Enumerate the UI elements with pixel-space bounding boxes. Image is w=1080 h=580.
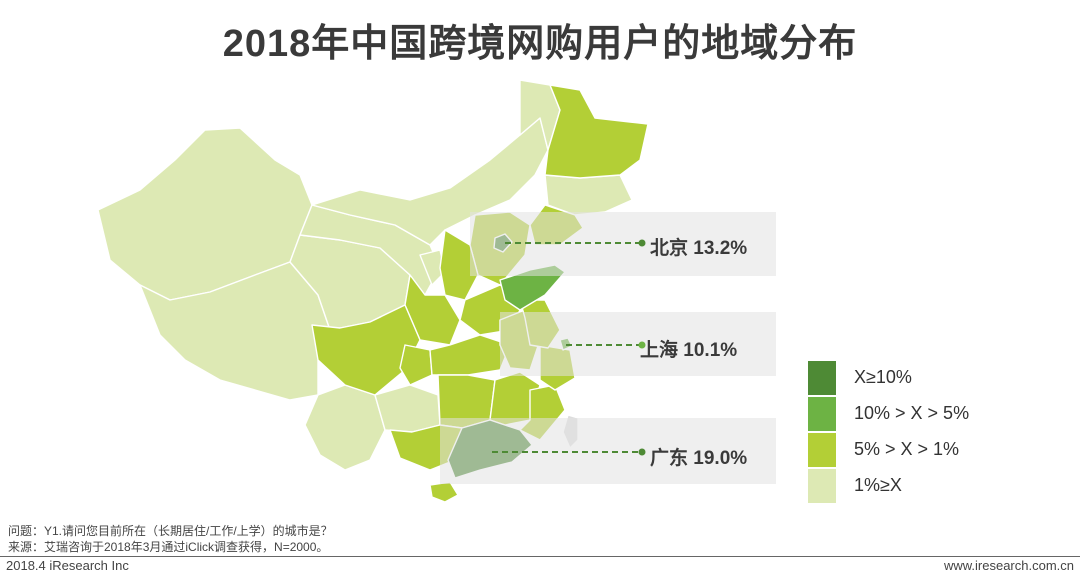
legend-swatch <box>808 361 836 395</box>
legend-label: X≥10% <box>854 367 912 387</box>
callout-dot-guangdong <box>638 448 646 456</box>
legend-label: 10% > X > 5% <box>854 403 970 423</box>
legend-label: 5% > X > 1% <box>854 439 960 459</box>
page-title: 2018年中国跨境网购用户的地域分布 <box>222 23 858 65</box>
legend-label: 1%≥X <box>854 475 902 495</box>
footer-url: www.iresearch.com.cn <box>943 558 1074 573</box>
region-chongqing <box>399 344 433 386</box>
footer-divider <box>0 556 1080 557</box>
callout-label-guangdong: 广东 19.0% <box>650 448 748 469</box>
callout-label-shanghai: 上海 10.1% <box>640 340 738 361</box>
legend-swatch <box>808 433 836 467</box>
region-heilongjiang <box>544 84 649 179</box>
callout-dot-shanghai <box>638 341 646 349</box>
footer-copyright: 2018.4 iResearch Inc <box>6 558 129 573</box>
legend-swatch <box>808 397 836 431</box>
footnote-source: 来源：艾瑞咨询于2018年3月通过iClick调查获得，N=2000。 <box>8 540 329 554</box>
region-neimenggu <box>311 117 549 246</box>
callout-dot-beijing <box>638 239 646 247</box>
callout-label-beijing: 北京 13.2% <box>650 238 748 259</box>
legend-swatch <box>808 469 836 503</box>
footnote-question: 问题：Y1.请问您目前所在（长期居住/工作/上学）的城市是？ <box>8 524 333 538</box>
